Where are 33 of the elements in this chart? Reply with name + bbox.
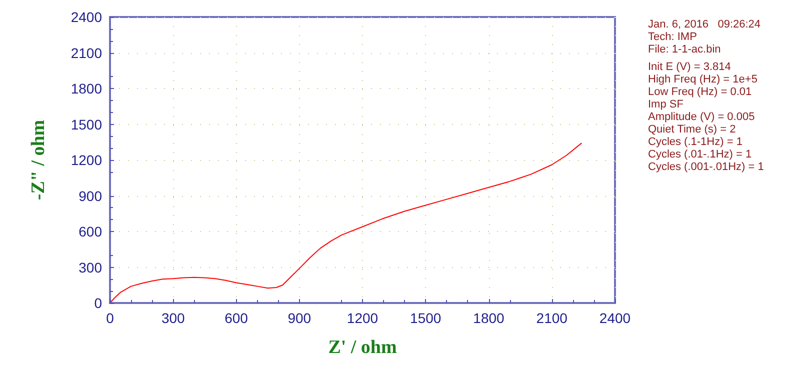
text: Cycles (.01-.1Hz) = 1 [648, 148, 752, 160]
y-tick-label: 2400 [70, 9, 102, 25]
text: File: 1-1-ac.bin [648, 44, 721, 56]
x-tick-label: 900 [288, 310, 312, 326]
text: Cycles (.1-1Hz) = 1 [648, 136, 742, 148]
x-tick-label: 2100 [536, 310, 568, 326]
x-axis-title: Z' / ohm [328, 337, 397, 358]
x-tick-label: 300 [161, 310, 186, 326]
y-tick-label: 1200 [70, 152, 102, 168]
x-tick-label: 2400 [599, 310, 631, 326]
text: Init E (V) = 3.814 [648, 61, 731, 73]
y-tick-label: 1500 [70, 116, 102, 132]
y-tick-label: 900 [78, 188, 102, 204]
line-series [110, 142, 582, 302]
x-tick-label: 0 [106, 310, 114, 326]
y-tick-label: 1800 [70, 80, 102, 96]
text: High Freq (Hz) = 1e+5 [648, 74, 758, 86]
x-tick-label: 1500 [410, 310, 442, 326]
text: Amplitude (V) = 0.005 [648, 111, 755, 123]
text: Low Freq (Hz) = 0.01 [648, 86, 752, 98]
y-axis-title: -Z" / ohm [28, 120, 49, 200]
y-tick-label: 0 [94, 295, 102, 311]
y-tick-label: 600 [78, 224, 102, 240]
x-tick-label: 1200 [346, 310, 378, 326]
text: Jan. 6, 2016 09:26:24 [648, 18, 761, 30]
x-tick-label: 1800 [473, 310, 505, 326]
y-tick-label: 2100 [70, 44, 102, 61]
text: Quiet Time (s) = 2 [648, 124, 736, 136]
text: Tech: IMP [648, 31, 697, 43]
text: Cycles (.001-.01Hz) = 1 [648, 161, 764, 173]
y-tick-label: 300 [78, 259, 102, 276]
text: Imp SF [648, 98, 684, 110]
x-tick-label: 600 [224, 310, 248, 326]
